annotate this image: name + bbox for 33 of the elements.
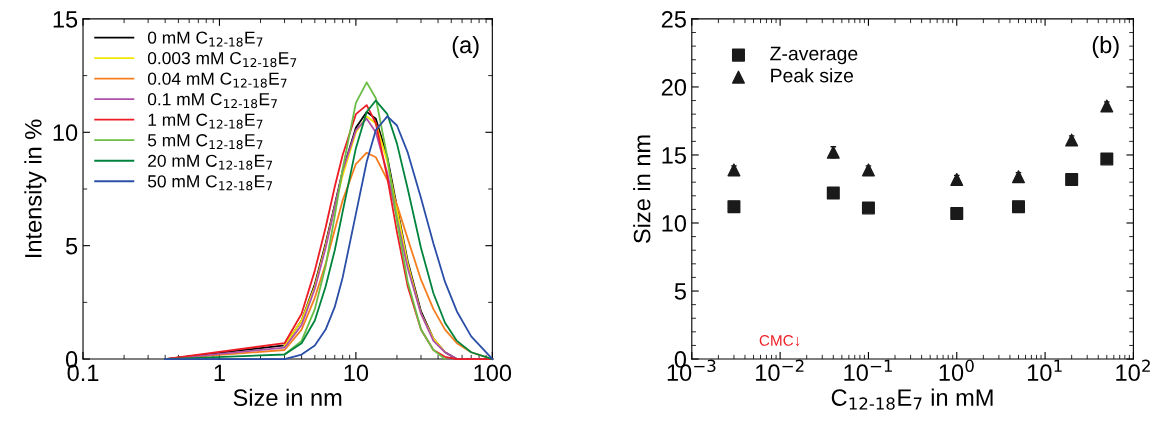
- legend-label: Z-average: [770, 46, 858, 65]
- y-tick-label: 10: [662, 215, 687, 232]
- y-tick-label: 5: [674, 283, 686, 300]
- x-tick-label: 1: [214, 364, 225, 382]
- legend-label: 20 mM C$_{12-18}$E$_{7}$: [148, 154, 273, 170]
- x-tick-label: 100: [474, 364, 512, 382]
- legend-label: 0.1 mM C$_{12-18}$E$_{7}$: [147, 93, 277, 109]
- annotation: (b): [1092, 35, 1119, 58]
- x-tick-label: 10$^{2}$: [1116, 359, 1150, 382]
- y-tick-label: 15: [53, 11, 78, 28]
- legend-label: 1 mM C$_{12-18}$E$_{7}$: [148, 113, 263, 129]
- x-tick-label: 10$^{−2}$: [756, 359, 804, 382]
- legend-label: 0.04 mM C$_{12-18}$E$_{7}$: [147, 72, 287, 88]
- x-tick-label: 10$^{1}$: [1027, 359, 1062, 382]
- x-tick-label: 10$^{−1}$: [844, 359, 892, 382]
- annotation: (a): [452, 35, 479, 58]
- y-tick-label: 20: [661, 79, 687, 96]
- legend-label: 5 mM C$_{12-18}$E$_{7}$: [147, 134, 263, 150]
- x-axis-title: Size in nm: [233, 388, 342, 407]
- x-axis-title: C$_{12-18}$E$_{7}$ in mM: [831, 388, 993, 410]
- y-tick-label: 25: [661, 10, 686, 28]
- legend-label: 0 mM C$_{12-18}$E$_{7}$: [147, 31, 263, 47]
- legend-label: 0.003 mM C$_{12-18}$E$_{7}$: [147, 52, 297, 68]
- annotation: CMC↓: [759, 335, 800, 347]
- legend-label: 50 mM C$_{12-18}$E$_{7}$: [147, 175, 273, 191]
- x-tick-label: 10$^{0}$: [939, 359, 974, 382]
- y-axis-title: Intensity in %: [24, 119, 47, 258]
- legend-label: Peak size: [771, 68, 854, 83]
- x-tick-label: 10: [344, 364, 369, 382]
- y-axis-title: Size in nm: [633, 135, 651, 244]
- y-tick-label: 10: [53, 124, 78, 142]
- y-tick-label: 15: [662, 147, 686, 164]
- y-tick-label: 5: [65, 237, 78, 255]
